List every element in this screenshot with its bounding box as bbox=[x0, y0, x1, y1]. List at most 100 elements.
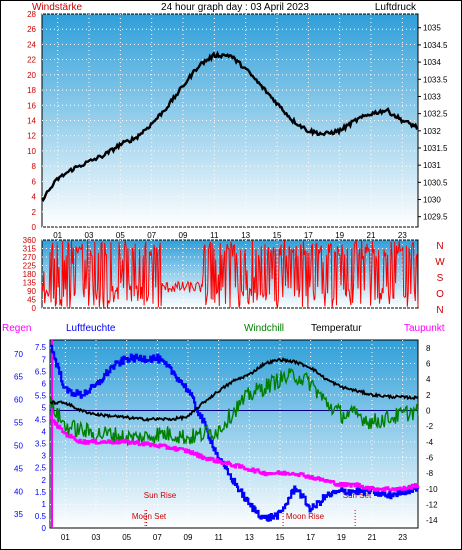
temp-x-tick-label: 11 bbox=[215, 533, 224, 542]
wind-y-tick-label: 2 bbox=[32, 208, 37, 217]
pressure-y-tick-label: 1032.5 bbox=[423, 110, 448, 119]
pressure-y-tick-label: 1029.5 bbox=[423, 213, 448, 222]
direction-y-tick-label: 90 bbox=[27, 287, 36, 296]
rain-y-tick-label: 1.5 bbox=[35, 488, 47, 497]
temp-x-tick-label: 09 bbox=[184, 533, 193, 542]
temp-x-tick-label: 21 bbox=[368, 533, 377, 542]
wind-y-tick-label: 8 bbox=[32, 162, 37, 171]
direction-y-tick-label: 0 bbox=[32, 304, 37, 313]
compass-o: O bbox=[436, 289, 444, 300]
pressure-y-tick-label: 1030 bbox=[423, 196, 441, 205]
wind-y-tick-label: 10 bbox=[27, 147, 36, 156]
temperature-y-tick-label: 8 bbox=[426, 344, 431, 353]
event-label: Sun Rise bbox=[144, 491, 177, 500]
compass-s: S bbox=[437, 273, 444, 284]
wind-x-tick-label: 15 bbox=[273, 231, 282, 240]
rain-y-tick-label: 4 bbox=[42, 428, 47, 437]
temperature-y-tick-label: -2 bbox=[426, 422, 434, 431]
temperature-y-tick-label: -6 bbox=[426, 454, 434, 463]
temperature-y-tick-label: 0 bbox=[426, 407, 431, 416]
pressure-y-tick-label: 1035 bbox=[423, 24, 441, 33]
humidity-label: Luftfeuchte bbox=[66, 323, 116, 334]
wind-x-tick-label: 09 bbox=[179, 231, 188, 240]
wind-y-tick-label: 12 bbox=[27, 132, 36, 141]
pressure-y-tick-label: 1031.5 bbox=[423, 144, 448, 153]
dewpoint-line bbox=[49, 415, 420, 492]
rain-y-tick-label: 0 bbox=[42, 524, 47, 533]
humidity-y-tick-label: 50 bbox=[14, 441, 23, 450]
compass-n-top: N bbox=[436, 241, 443, 252]
rain-y-tick-label: 6 bbox=[42, 379, 47, 388]
direction-y-tick-label: 180 bbox=[23, 270, 37, 279]
direction-y-tick-label: 225 bbox=[23, 262, 37, 271]
temperature-y-tick-label: -10 bbox=[426, 485, 438, 494]
wind-x-tick-label: 17 bbox=[304, 231, 313, 240]
humidity-line bbox=[49, 344, 420, 522]
wind-x-tick-label: 11 bbox=[210, 231, 219, 240]
temp-x-tick-label: 15 bbox=[276, 533, 285, 542]
wind-y-tick-label: 28 bbox=[27, 10, 36, 19]
wind-y-tick-label: 14 bbox=[27, 117, 36, 126]
rain-y-tick-label: 7 bbox=[42, 355, 47, 364]
wind-y-tick-label: 18 bbox=[27, 86, 36, 95]
direction-y-tick-label: 135 bbox=[23, 279, 37, 288]
humidity-y-tick-label: 55 bbox=[14, 419, 23, 428]
temperature-y-tick-label: -8 bbox=[426, 469, 434, 478]
temp-x-tick-label: 23 bbox=[398, 533, 407, 542]
pressure-y-tick-label: 1033.5 bbox=[423, 75, 448, 84]
rain-label: Regen bbox=[2, 323, 31, 334]
wind-y-tick-label: 22 bbox=[27, 56, 36, 65]
temperature-y-tick-label: -4 bbox=[426, 438, 434, 447]
wind-x-tick-label: 01 bbox=[53, 231, 62, 240]
pressure-y-tick-label: 1034.5 bbox=[423, 41, 448, 50]
windchill-line bbox=[49, 368, 419, 446]
temperature-y-tick-label: 2 bbox=[426, 391, 431, 400]
pressure-line bbox=[41, 50, 419, 203]
direction-y-tick-label: 360 bbox=[23, 236, 37, 245]
temperature-label: Temperatur bbox=[311, 323, 362, 334]
direction-y-tick-label: 315 bbox=[23, 245, 37, 254]
temp-x-tick-label: 03 bbox=[92, 533, 101, 542]
pressure-y-tick-label: 1033 bbox=[423, 92, 441, 101]
pressure-y-tick-label: 1030.5 bbox=[423, 178, 448, 187]
wind-x-tick-label: 13 bbox=[241, 231, 250, 240]
humidity-y-tick-label: 40 bbox=[14, 487, 23, 496]
pressure-y-tick-label: 1034 bbox=[423, 58, 441, 67]
temperature-y-tick-label: 4 bbox=[426, 375, 431, 384]
rain-y-tick-label: 2 bbox=[42, 476, 47, 485]
temp-x-tick-label: 13 bbox=[245, 533, 254, 542]
event-label: Moon Rise bbox=[286, 512, 325, 521]
temperature-y-tick-label: 6 bbox=[426, 360, 431, 369]
wind-direction-line bbox=[41, 239, 419, 309]
chart-title: 24 hour graph day : 03 April 2023 bbox=[161, 2, 309, 13]
rain-y-tick-label: 6.5 bbox=[35, 367, 47, 376]
rain-y-tick-label: 3 bbox=[42, 452, 47, 461]
rain-y-tick-label: 4.5 bbox=[35, 416, 47, 425]
wind-y-tick-label: 6 bbox=[32, 177, 37, 186]
rain-y-tick-label: 1 bbox=[42, 500, 47, 509]
wind-x-tick-label: 05 bbox=[116, 231, 125, 240]
humidity-y-tick-label: 35 bbox=[14, 510, 23, 519]
wind-y-tick-label: 26 bbox=[27, 25, 36, 34]
event-label: Sun Set bbox=[343, 491, 372, 500]
event-label: Moon Set bbox=[132, 512, 167, 521]
wind-x-tick-label: 07 bbox=[147, 231, 156, 240]
temperature-y-tick-label: -14 bbox=[426, 516, 438, 525]
compass-w: W bbox=[435, 257, 445, 268]
wind-speed-title: Windstärke bbox=[32, 2, 82, 13]
rain-y-tick-label: 2.5 bbox=[35, 464, 47, 473]
pressure-y-tick-label: 1032 bbox=[423, 127, 441, 136]
compass-n-bottom: N bbox=[436, 305, 443, 316]
wind-x-tick-label: 19 bbox=[335, 231, 344, 240]
humidity-y-tick-label: 60 bbox=[14, 396, 23, 405]
temperature-line bbox=[49, 356, 419, 423]
wind-y-tick-label: 24 bbox=[27, 40, 36, 49]
temp-x-tick-label: 19 bbox=[337, 533, 346, 542]
wind-x-tick-label: 21 bbox=[367, 231, 376, 240]
humidity-y-tick-label: 65 bbox=[14, 373, 23, 382]
wind-y-tick-label: 20 bbox=[27, 71, 36, 80]
humidity-y-tick-label: 45 bbox=[14, 464, 23, 473]
rain-y-tick-label: 3.5 bbox=[35, 440, 47, 449]
wind-x-tick-label: 03 bbox=[85, 231, 94, 240]
